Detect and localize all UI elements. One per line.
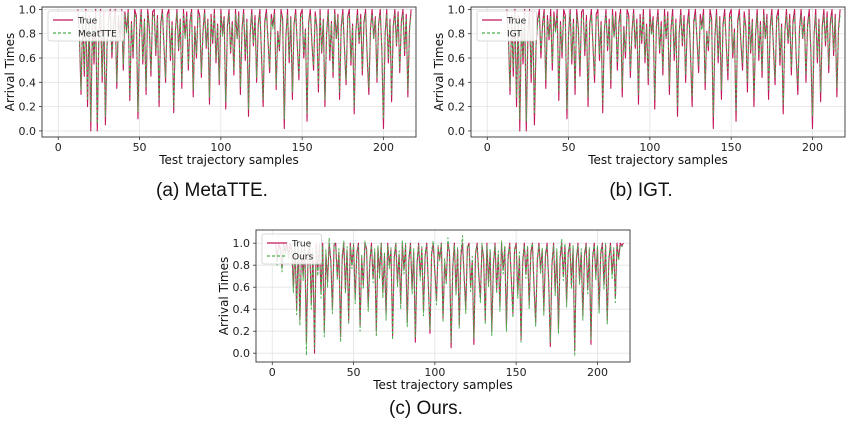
y-axis-label: Arrival Times [217,257,231,335]
x-tick-label: 50 [562,141,576,154]
x-axis-label: Test trajectory samples [372,378,513,392]
y-tick-label: 1.0 [19,3,37,16]
y-tick-label: 0.4 [19,76,37,89]
series-line-meattte [77,11,412,125]
y-tick-label: 0.4 [448,76,466,89]
chart-metatte: 0 50 100 150 200 0.0 0.2 0.4 0.6 0.8 1.0 Test traje… [3,3,417,167]
y-tick-label: 0.0 [233,347,251,360]
x-tick-label: 0 [269,366,276,379]
chart-igt: 0 50 100 150 200 0.0 0.2 0.4 0.6 0.8 1.0 Test traje… [432,3,846,167]
y-tick-label: 0.2 [448,101,466,114]
x-tick-label: 200 [587,366,608,379]
legend-box [47,10,125,42]
axes-frame [255,229,631,363]
y-axis-label: Arrival Times [3,33,17,111]
y-tick-label: 0.6 [448,52,466,65]
x-tick-label: 0 [484,141,491,154]
x-tick-label: 200 [802,141,823,154]
y-tick-label: 1.0 [233,237,251,250]
caption-c: (c) Ours. [389,398,463,419]
series-line-true [77,8,412,132]
x-tick-label: 50 [347,366,361,379]
y-tick-label: 0.8 [448,28,466,41]
chart-ours: 0 50 100 150 200 0.0 0.2 0.4 0.6 0.8 1.0 Test traje… [217,229,631,392]
x-tick-label: 0 [55,141,62,154]
y-tick-label: 0.6 [19,52,37,65]
legend-box [261,233,322,265]
y-tick-label: 0.6 [233,281,251,294]
legend-label-true: True [506,17,527,27]
y-tick-label: 0.8 [233,259,251,272]
caption-b: (b) IGT. [609,180,672,201]
caption-a: (a) MetaTTE. [156,180,268,201]
legend-label-ours: Ours [292,253,313,263]
y-tick-label: 0.2 [19,101,37,114]
legend-label-igt: IGT [507,30,522,40]
y-tick-label: 0.0 [448,125,466,138]
axes-frame [470,6,846,138]
y-tick-label: 0.0 [19,125,37,138]
x-tick-label: 150 [292,141,313,154]
y-tick-label: 0.8 [19,28,37,41]
legend-label-true: True [291,240,312,250]
y-tick-label: 0.2 [233,325,251,338]
x-tick-label: 200 [373,141,394,154]
y-tick-label: 0.4 [233,303,251,316]
x-tick-label: 100 [639,141,660,154]
y-axis-label: Arrival Times [432,33,446,111]
legend-label-true: True [77,17,98,27]
x-tick-label: 100 [424,366,445,379]
y-tick-label: 1.0 [448,3,466,16]
series-line-igt [506,12,841,122]
x-tick-label: 50 [133,141,147,154]
axes-frame [41,6,417,138]
x-tick-label: 150 [721,141,742,154]
x-tick-label: 100 [210,141,231,154]
legend-label-meattte: MeatTTE [78,30,117,40]
series-line-ours [275,235,624,357]
legend-box [476,10,537,42]
x-axis-label: Test trajectory samples [587,153,728,167]
x-axis-label: Test trajectory samples [158,153,299,167]
x-tick-label: 150 [506,366,527,379]
